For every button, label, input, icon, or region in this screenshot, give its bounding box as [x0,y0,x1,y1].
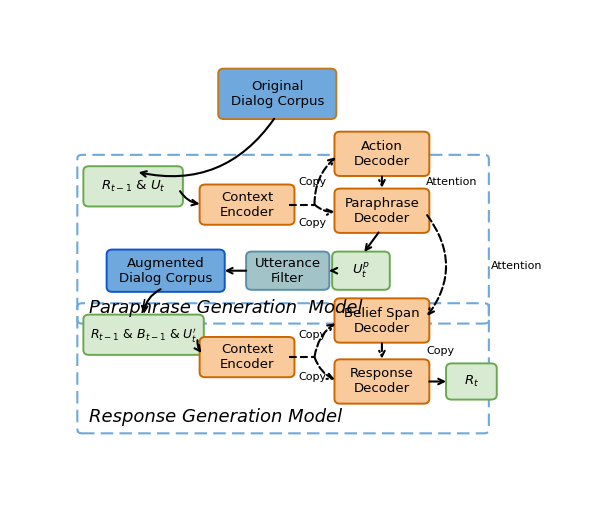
FancyBboxPatch shape [246,252,329,290]
Text: Paraphrase
Decoder: Paraphrase Decoder [344,197,419,225]
Text: Action
Decoder: Action Decoder [354,140,410,168]
FancyBboxPatch shape [334,131,430,176]
Text: Utterance
Filter: Utterance Filter [254,257,321,285]
Text: $U_t^p$: $U_t^p$ [352,261,370,280]
Text: $R_{t-1}$ & $B_{t-1}$ & $U_t'$: $R_{t-1}$ & $B_{t-1}$ & $U_t'$ [90,326,197,344]
Text: $R_t$: $R_t$ [464,374,479,389]
FancyBboxPatch shape [334,298,430,343]
FancyBboxPatch shape [83,166,183,206]
Text: Copy: Copy [426,346,454,356]
Text: Attention: Attention [491,261,542,271]
Text: Context
Encoder: Context Encoder [220,191,274,219]
Text: Copy: Copy [298,330,326,340]
FancyBboxPatch shape [200,184,295,225]
FancyBboxPatch shape [446,363,497,400]
Text: $R_{t-1}$ & $U_t$: $R_{t-1}$ & $U_t$ [101,179,166,194]
Text: Augmented
Dialog Corpus: Augmented Dialog Corpus [119,257,212,285]
Text: Copy: Copy [298,177,326,187]
Text: Paraphrase Generation  Model: Paraphrase Generation Model [89,299,362,317]
Text: Response Generation Model: Response Generation Model [89,408,342,426]
Text: Copy: Copy [298,218,326,228]
Text: Original
Dialog Corpus: Original Dialog Corpus [230,80,324,108]
FancyBboxPatch shape [107,250,225,292]
FancyBboxPatch shape [334,360,430,403]
Text: Context
Encoder: Context Encoder [220,343,274,371]
FancyBboxPatch shape [334,188,430,233]
FancyBboxPatch shape [218,69,337,119]
FancyBboxPatch shape [83,315,204,355]
Text: Copy: Copy [298,372,326,382]
Text: Belief Span
Decoder: Belief Span Decoder [344,307,420,335]
FancyBboxPatch shape [200,337,295,377]
FancyBboxPatch shape [332,252,390,290]
Text: Response
Decoder: Response Decoder [350,367,414,395]
Text: Attention: Attention [426,177,478,187]
